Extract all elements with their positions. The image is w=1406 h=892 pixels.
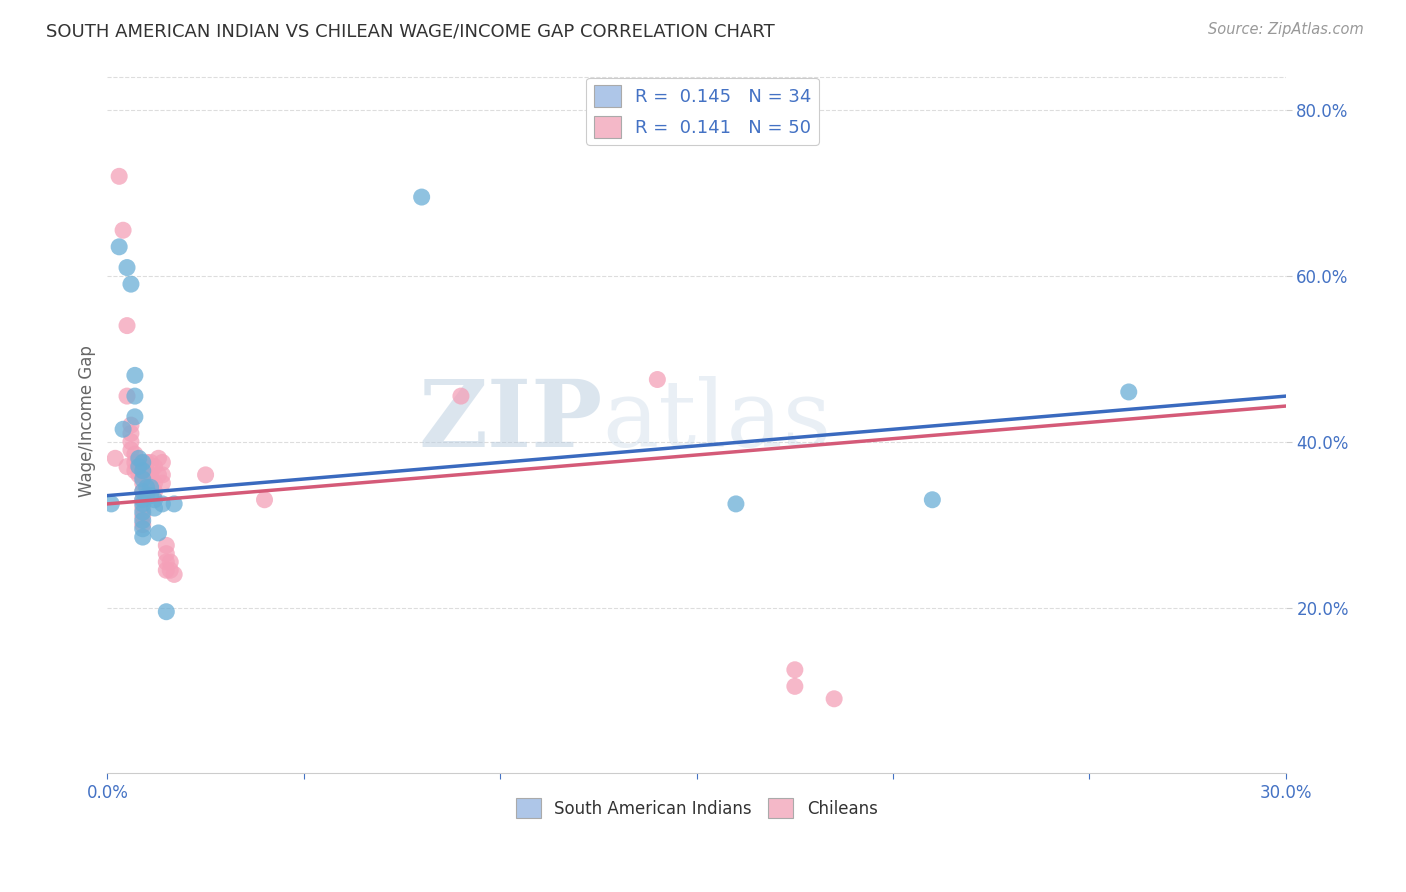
Point bbox=[143, 476, 166, 491]
Point bbox=[148, 467, 170, 482]
Point bbox=[155, 605, 177, 619]
Point bbox=[135, 467, 157, 482]
Point bbox=[411, 190, 433, 204]
Point bbox=[132, 522, 155, 536]
Point bbox=[783, 663, 806, 677]
Point bbox=[150, 497, 173, 511]
Legend: South American Indians, Chileans: South American Indians, Chileans bbox=[509, 791, 884, 825]
Y-axis label: Wage/Income Gap: Wage/Income Gap bbox=[79, 345, 96, 497]
Point bbox=[132, 501, 155, 516]
Point bbox=[100, 497, 122, 511]
Point bbox=[132, 467, 155, 482]
Point bbox=[120, 442, 142, 457]
Point bbox=[135, 480, 157, 494]
Point bbox=[724, 497, 747, 511]
Point bbox=[112, 422, 135, 436]
Point bbox=[124, 409, 146, 424]
Point bbox=[132, 492, 155, 507]
Point bbox=[132, 530, 155, 544]
Point bbox=[143, 459, 166, 474]
Point bbox=[155, 547, 177, 561]
Point bbox=[112, 223, 135, 237]
Point bbox=[132, 464, 155, 478]
Point bbox=[132, 484, 155, 499]
Point bbox=[143, 501, 166, 516]
Point bbox=[115, 459, 138, 474]
Point bbox=[132, 459, 155, 474]
Point bbox=[124, 447, 146, 461]
Point bbox=[159, 555, 181, 569]
Point bbox=[128, 451, 150, 466]
Point bbox=[124, 368, 146, 383]
Point bbox=[128, 467, 150, 482]
Point bbox=[115, 260, 138, 275]
Point bbox=[104, 451, 127, 466]
Point bbox=[115, 389, 138, 403]
Point bbox=[783, 679, 806, 693]
Point bbox=[139, 467, 162, 482]
Point bbox=[150, 455, 173, 469]
Point bbox=[253, 492, 276, 507]
Point bbox=[135, 455, 157, 469]
Point bbox=[124, 455, 146, 469]
Point bbox=[115, 318, 138, 333]
Point bbox=[450, 389, 472, 403]
Point bbox=[128, 455, 150, 469]
Text: SOUTH AMERICAN INDIAN VS CHILEAN WAGE/INCOME GAP CORRELATION CHART: SOUTH AMERICAN INDIAN VS CHILEAN WAGE/IN… bbox=[46, 22, 775, 40]
Point bbox=[132, 484, 155, 499]
Point bbox=[132, 455, 155, 469]
Point bbox=[148, 525, 170, 540]
Point bbox=[139, 480, 162, 494]
Point bbox=[139, 489, 162, 503]
Point bbox=[163, 567, 186, 582]
Point bbox=[108, 240, 131, 254]
Point bbox=[132, 517, 155, 532]
Point bbox=[159, 563, 181, 577]
Point bbox=[120, 426, 142, 441]
Point bbox=[132, 509, 155, 524]
Point bbox=[194, 467, 217, 482]
Point bbox=[132, 505, 155, 519]
Point bbox=[124, 389, 146, 403]
Point bbox=[132, 476, 155, 491]
Point bbox=[148, 451, 170, 466]
Point bbox=[128, 459, 150, 474]
Point bbox=[132, 514, 155, 528]
Point bbox=[155, 563, 177, 577]
Point bbox=[120, 434, 142, 449]
Point bbox=[150, 467, 173, 482]
Point bbox=[124, 464, 146, 478]
Point bbox=[132, 492, 155, 507]
Point bbox=[921, 492, 943, 507]
Point bbox=[143, 484, 166, 499]
Text: atlas: atlas bbox=[602, 376, 831, 466]
Point bbox=[163, 497, 186, 511]
Point bbox=[823, 691, 845, 706]
Point bbox=[150, 476, 173, 491]
Point bbox=[647, 372, 669, 386]
Point bbox=[108, 169, 131, 184]
Point bbox=[143, 492, 166, 507]
Point bbox=[1118, 384, 1140, 399]
Point bbox=[135, 489, 157, 503]
Point bbox=[132, 497, 155, 511]
Point bbox=[155, 538, 177, 552]
Point bbox=[139, 455, 162, 469]
Text: Source: ZipAtlas.com: Source: ZipAtlas.com bbox=[1208, 22, 1364, 37]
Point bbox=[139, 476, 162, 491]
Point bbox=[132, 472, 155, 486]
Text: ZIP: ZIP bbox=[418, 376, 602, 466]
Point bbox=[120, 418, 142, 433]
Point bbox=[155, 555, 177, 569]
Point bbox=[120, 277, 142, 292]
